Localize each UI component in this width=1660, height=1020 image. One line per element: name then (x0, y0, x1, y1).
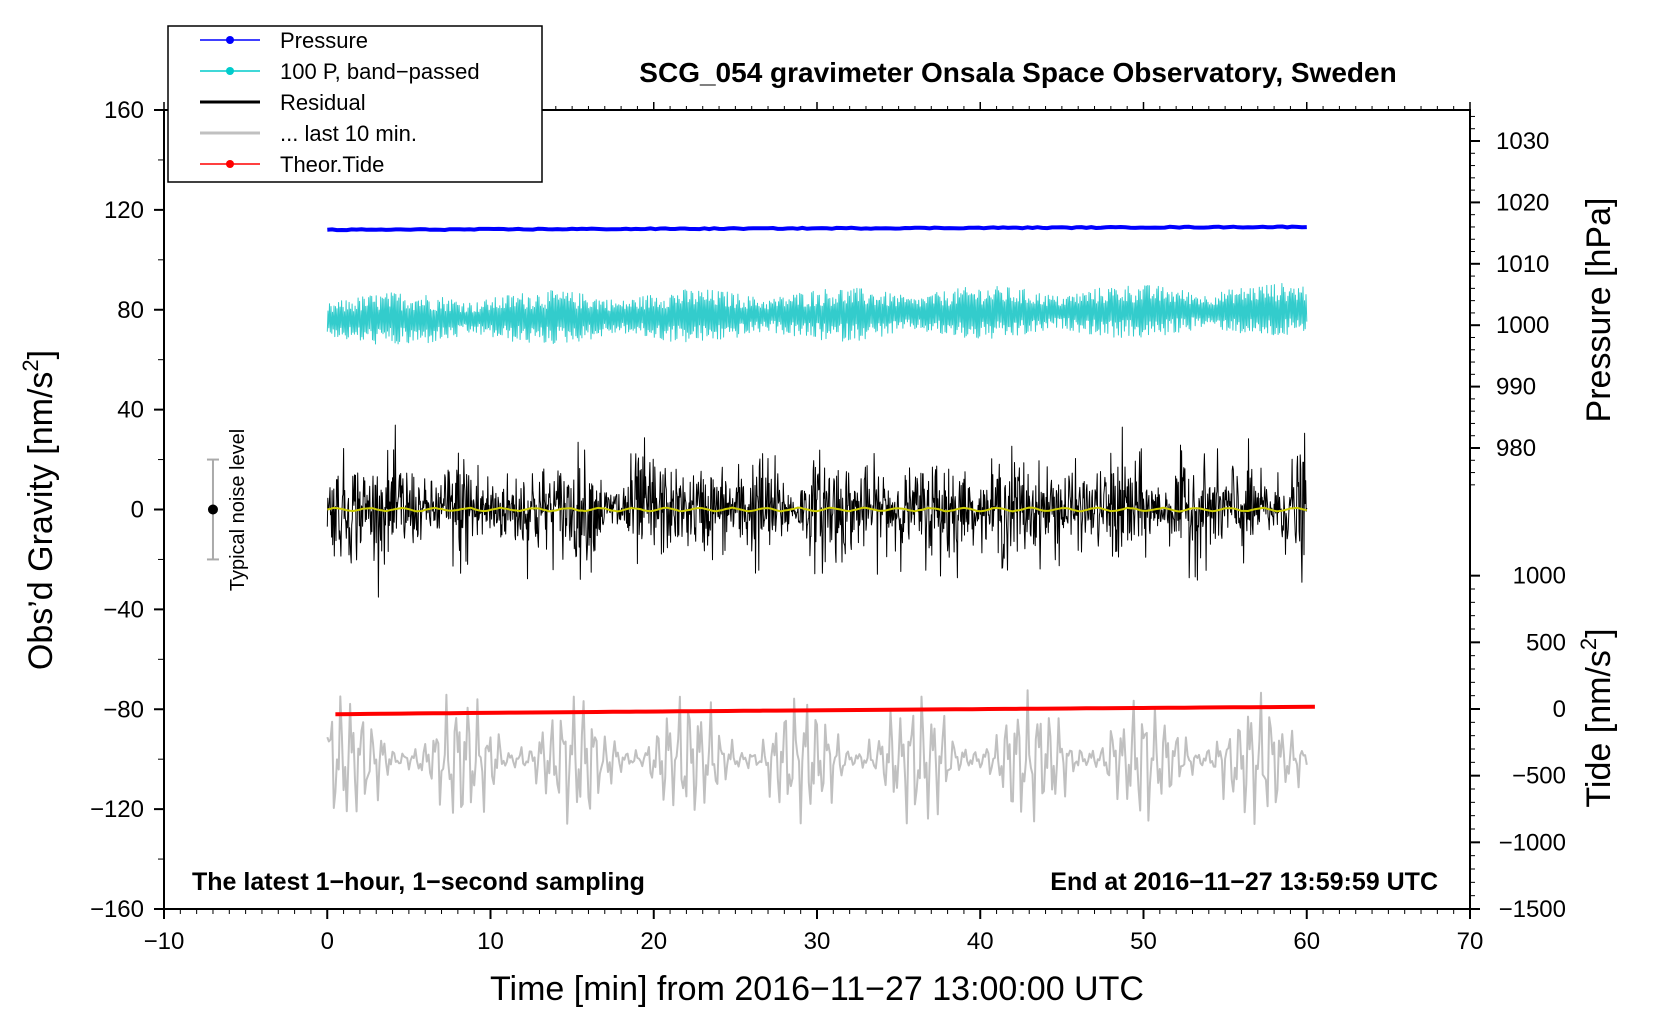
chart-title: SCG_054 gravimeter Onsala Space Observat… (639, 57, 1396, 88)
y-tick-label: 0 (131, 497, 144, 524)
y-tick-label: −160 (90, 896, 144, 923)
x-tick-label: 0 (321, 928, 334, 955)
x-tick-label: 10 (477, 928, 504, 955)
annotation-left: The latest 1−hour, 1−second sampling (192, 868, 645, 896)
series-last-10-min (326, 689, 1308, 825)
x-tick-label: 50 (1130, 928, 1157, 955)
pressure-tick-label: 980 (1496, 435, 1536, 462)
tide-tick-label: −1500 (1499, 896, 1566, 923)
series-pressure (327, 224, 1307, 233)
y-tick-label: 120 (104, 197, 144, 224)
pressure-tick-label: 1000 (1496, 312, 1549, 339)
x-tick-label: 60 (1293, 928, 1320, 955)
x-tick-label: 40 (967, 928, 994, 955)
legend-marker (226, 36, 234, 44)
y-tick-label: 160 (104, 97, 144, 124)
tide-tick-label: 500 (1526, 629, 1566, 656)
legend-label: Pressure (280, 28, 368, 53)
x-tick-label: −10 (144, 928, 185, 955)
y-axis-label-left: Obs’d Gravity [nm/s2] (18, 350, 60, 670)
legend-marker (226, 160, 234, 168)
legend-box (167, 25, 543, 183)
pressure-tick-label: 1020 (1496, 189, 1549, 216)
y-axis-label-left-close: ] (22, 350, 60, 359)
series-layer (326, 224, 1315, 825)
series-residual-smoothed (327, 506, 1308, 513)
series-residual (326, 424, 1308, 598)
series-theoretical-tide (335, 704, 1315, 717)
y-axis-label-left-text: Obs’d Gravity [nm/s (22, 372, 60, 671)
x-tick-label: 20 (640, 928, 667, 955)
x-tick-label: 30 (804, 928, 831, 955)
legend-label: Residual (280, 90, 366, 115)
legend-items: Pressure 100 P, band−passed Residual ... la… (200, 28, 480, 177)
y-axis-label-tide-close: ] (1580, 628, 1618, 637)
tide-tick-label: −500 (1512, 763, 1566, 790)
series-band-passed-pressure (326, 283, 1308, 345)
legend-label: Theor.Tide (280, 152, 384, 177)
y-axis-label-tide-text: Tide [nm/s (1580, 650, 1618, 807)
x-tick-label: 70 (1457, 928, 1484, 955)
noise-level-dot (207, 504, 218, 515)
legend-label: ... last 10 min. (280, 121, 417, 146)
noise-level-indicator: Typical noise level (206, 429, 249, 591)
y-tick-label: −80 (103, 696, 144, 723)
pressure-tick-label: 1030 (1496, 128, 1549, 155)
tide-tick-label: 0 (1553, 696, 1566, 723)
noise-level-label: Typical noise level (227, 429, 249, 591)
legend-label: 100 P, band−passed (280, 59, 480, 84)
y-axis-label-left-exp: 2 (18, 359, 43, 371)
tide-tick-label: 1000 (1513, 563, 1566, 590)
y-tick-label: −40 (103, 596, 144, 623)
x-axis-label: Time [min] from 2016−11−27 13:00:00 UTC (490, 970, 1144, 1008)
y-tick-label: 80 (117, 297, 144, 324)
y-tick-label: 40 (117, 397, 144, 424)
y-axis-label-pressure: Pressure [hPa] (1580, 198, 1618, 423)
y-tick-label: −120 (90, 796, 144, 823)
axis-layer: −10 0 10 20 30 40 50 60 7016012080400−40−80−120−… (90, 97, 1566, 955)
y-axis-label-tide: Tide [nm/s2] (1576, 628, 1618, 807)
pressure-tick-label: 990 (1496, 374, 1536, 401)
annotation-right: End at 2016−11−27 13:59:59 UTC (1050, 868, 1438, 896)
tide-tick-label: −1000 (1499, 829, 1566, 856)
legend: Pressure 100 P, band−passed Residual ... la… (167, 25, 543, 183)
y-axis-label-tide-exp: 2 (1576, 638, 1601, 650)
pressure-tick-label: 1010 (1496, 251, 1549, 278)
legend-marker (226, 67, 234, 75)
